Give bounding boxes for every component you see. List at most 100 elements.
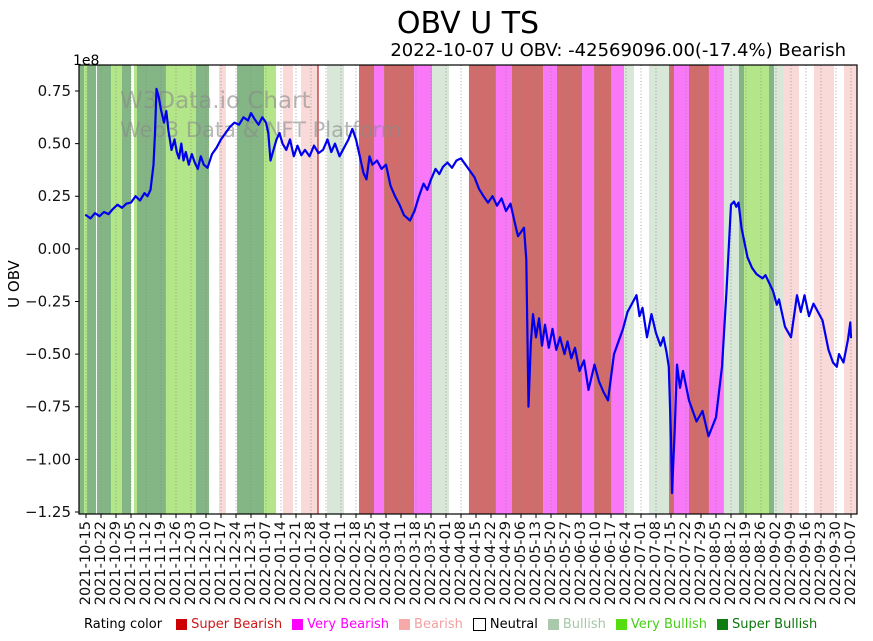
y-tick-label: −1.00 bbox=[25, 450, 71, 468]
obv-line-layer bbox=[84, 87, 853, 495]
rating-band-super_bearish bbox=[557, 65, 583, 514]
axes-frame-layer bbox=[75, 64, 858, 518]
x-tick-label: 2022-03-11 bbox=[393, 521, 409, 605]
x-tick-label: 2022-09-16 bbox=[798, 521, 814, 605]
rating-band-neutral bbox=[209, 65, 220, 514]
legend-label: Neutral bbox=[489, 617, 538, 632]
rating-band-bearish bbox=[219, 65, 226, 514]
plot-frame bbox=[78, 64, 858, 515]
x-tick-label: 2022-03-04 bbox=[378, 521, 394, 605]
rating-band-neutral bbox=[96, 65, 97, 514]
legend-entry-bullish: Bullish bbox=[547, 617, 606, 632]
rating-band-super_bullish bbox=[122, 65, 131, 514]
rating-band-super_bearish bbox=[359, 65, 374, 514]
watermark-line1: W3Data.io Chart bbox=[120, 88, 311, 114]
rating-band-very_bullish bbox=[134, 65, 137, 514]
rating-band-neutral bbox=[834, 65, 844, 514]
x-tick-label: 2022-07-22 bbox=[678, 521, 694, 605]
y-tick-label: 0.00 bbox=[38, 240, 71, 258]
x-tick-label: 2022-06-24 bbox=[618, 521, 634, 605]
rating-band-super_bearish bbox=[384, 65, 415, 514]
rating-band-very_bullish bbox=[744, 65, 769, 514]
x-tick-label: 2022-02-18 bbox=[348, 521, 364, 605]
x-tick-label: 2022-09-23 bbox=[813, 521, 829, 605]
x-tick-label: 2021-10-15 bbox=[78, 521, 94, 605]
rating-band-neutral bbox=[225, 65, 238, 514]
x-tick-label: 2022-02-25 bbox=[363, 521, 379, 605]
x-tick-label: 2022-06-03 bbox=[573, 521, 589, 605]
legend-label: Bullish bbox=[562, 617, 606, 632]
rating-band-bullish bbox=[774, 65, 784, 514]
rating-band-super_bullish bbox=[87, 65, 97, 514]
x-tick-label: 2021-11-12 bbox=[138, 521, 154, 605]
legend-entry-very-bullish: Very Bullish bbox=[615, 617, 707, 632]
x-tick-label: 2022-04-22 bbox=[483, 521, 499, 605]
rating-band-neutral bbox=[293, 65, 301, 514]
legend-title: Rating color bbox=[84, 617, 163, 632]
x-tick-label: 2021-11-05 bbox=[123, 521, 139, 605]
x-tick-label: 2022-01-14 bbox=[273, 521, 289, 605]
rating-band-super_bullish bbox=[96, 65, 112, 514]
x-tick-label: 2022-09-02 bbox=[768, 521, 784, 605]
y-tick-label: 0.25 bbox=[38, 187, 71, 205]
y-tick-label: −1.25 bbox=[25, 503, 71, 521]
x-tick-label: 2022-02-11 bbox=[333, 521, 349, 605]
rating-legend: Rating color Super Bearish Very Bearish Be… bbox=[84, 617, 817, 632]
rating-band-super_bearish bbox=[669, 65, 674, 514]
x-tick-label: 2021-10-22 bbox=[93, 521, 109, 605]
x-tick-label: 2021-12-24 bbox=[228, 521, 244, 605]
tick-labels-layer: 2021-10-15 2021-10-22 2021-10-29 2021-11-05… bbox=[25, 82, 859, 605]
legend-swatch bbox=[716, 619, 728, 630]
legend-label: Very Bullish bbox=[630, 617, 707, 632]
y-tick-label: −0.75 bbox=[25, 398, 71, 416]
x-tick-label: 2022-07-08 bbox=[648, 521, 664, 605]
x-tick-label: 2021-11-26 bbox=[168, 521, 184, 605]
rating-band-super_bearish bbox=[689, 65, 709, 514]
rating-band-neutral bbox=[318, 65, 328, 514]
legend-label: Bearish bbox=[414, 617, 463, 632]
rating-band-super_bearish bbox=[594, 65, 611, 514]
x-tick-label: 2022-09-09 bbox=[783, 521, 799, 605]
rating-band-very_bearish bbox=[374, 65, 385, 514]
x-tick-label: 2022-06-10 bbox=[588, 521, 604, 605]
rating-band-very_bullish bbox=[111, 65, 122, 514]
legend-swatch bbox=[547, 619, 559, 630]
x-tick-label: 2022-08-19 bbox=[738, 521, 754, 605]
legend-swatch bbox=[176, 619, 188, 630]
rating-band-very_bearish bbox=[495, 65, 512, 514]
y-tick-label: −0.50 bbox=[25, 345, 71, 363]
x-tick-label: 2022-04-29 bbox=[498, 521, 514, 605]
rating-band-very_bearish bbox=[582, 65, 595, 514]
x-tick-label: 2021-12-31 bbox=[243, 521, 259, 605]
y-tick-label: 0.50 bbox=[38, 135, 71, 153]
x-tick-label: 2022-07-29 bbox=[693, 521, 709, 605]
chart-title: OBV U TS bbox=[396, 6, 540, 41]
rating-band-bullish bbox=[432, 65, 449, 514]
legend-entry-very-bearish: Very Bearish bbox=[292, 617, 389, 632]
gridlines-layer bbox=[85, 65, 852, 514]
rating-band-very_bearish bbox=[611, 65, 625, 514]
x-tick-label: 2021-12-17 bbox=[213, 521, 229, 605]
rating-band-bearish bbox=[282, 65, 293, 514]
x-tick-label: 2022-08-05 bbox=[708, 521, 724, 605]
y-tick-label: 0.75 bbox=[38, 82, 71, 100]
rating-band-neutral bbox=[131, 65, 134, 514]
rating-band-very_bearish bbox=[543, 65, 557, 514]
x-tick-label: 2022-02-04 bbox=[318, 521, 334, 605]
x-tick-label: 2022-04-15 bbox=[468, 521, 484, 605]
x-tick-label: 2022-05-20 bbox=[543, 521, 559, 605]
legend-label: Super Bearish bbox=[191, 617, 283, 632]
x-tick-label: 2022-03-18 bbox=[408, 521, 424, 605]
x-tick-label: 2022-08-26 bbox=[753, 521, 769, 605]
legend-entry-super-bearish: Super Bearish bbox=[176, 617, 282, 632]
legend-swatch bbox=[615, 619, 627, 630]
legend-swatch bbox=[472, 618, 486, 631]
x-tick-label: 2022-03-25 bbox=[423, 521, 439, 605]
legend-entry-neutral: Neutral bbox=[472, 617, 538, 632]
rating-band-neutral bbox=[276, 65, 283, 514]
x-tick-label: 2022-04-08 bbox=[453, 521, 469, 605]
rating-band-bullish bbox=[327, 65, 344, 514]
x-tick-label: 2022-10-07 bbox=[843, 521, 859, 605]
legend-label: Very Bearish bbox=[307, 617, 390, 632]
